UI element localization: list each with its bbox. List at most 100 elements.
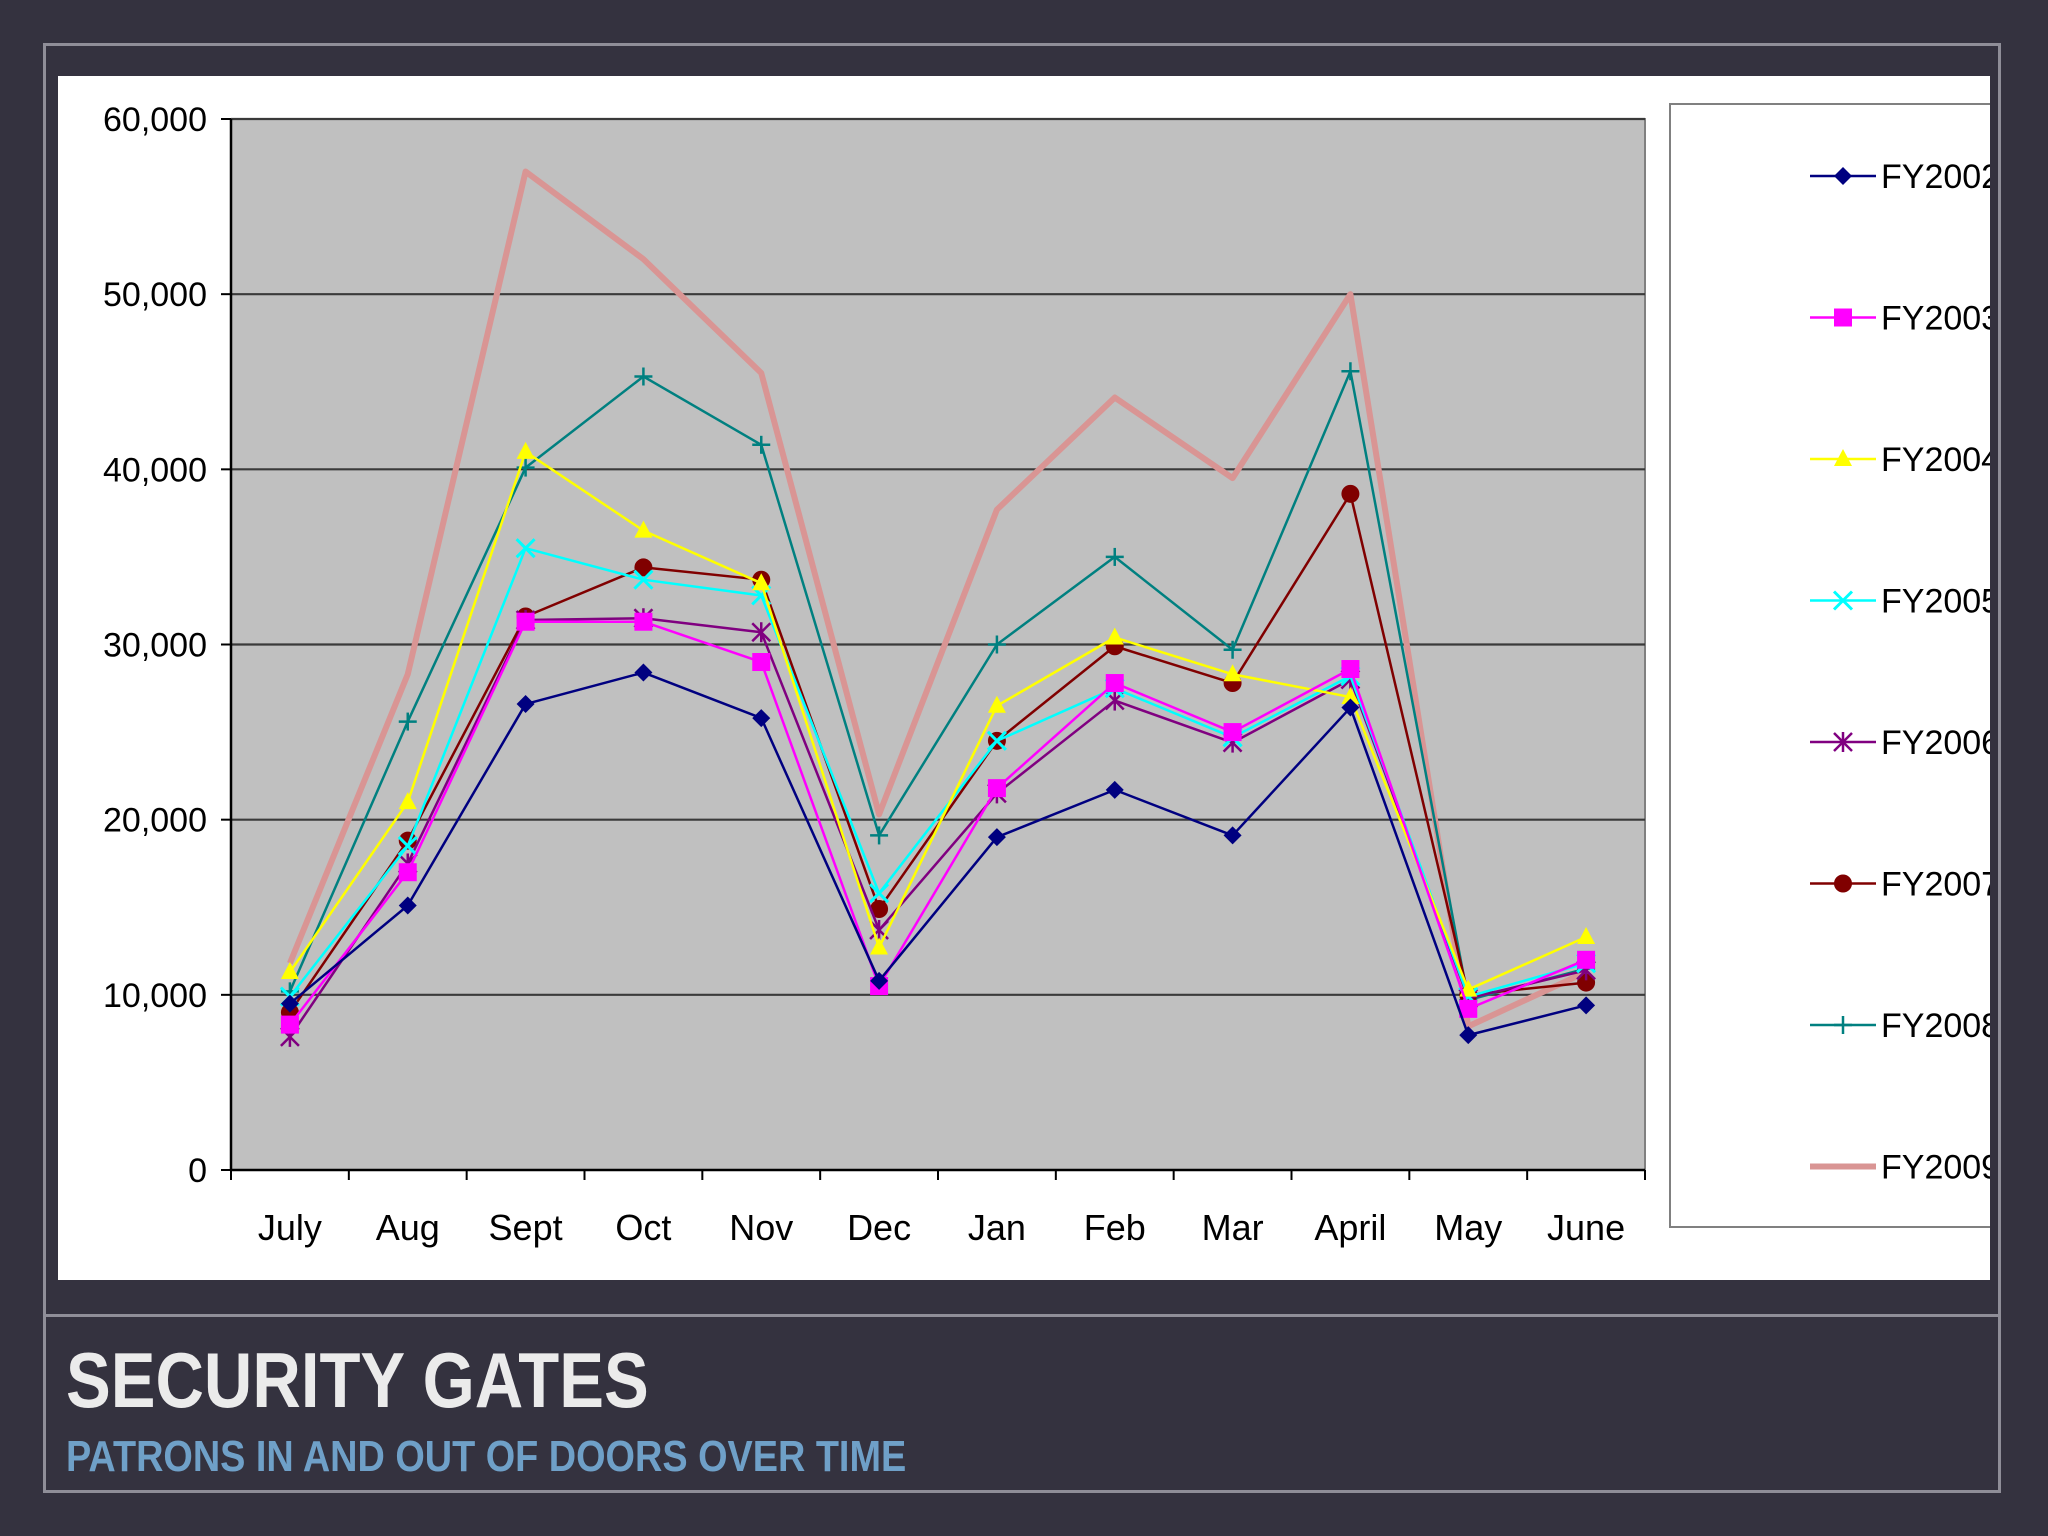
data-point (870, 971, 889, 990)
data-point (634, 612, 653, 631)
y-tick-label: 10,000 (103, 977, 207, 1015)
series-lines (279, 168, 1597, 1047)
data-point (1577, 950, 1596, 969)
legend: FY2002 FY2003 FY2004 FY2005 FY2006 FY2007 FY20… (1810, 158, 2000, 1187)
series-fy2002 (280, 663, 1596, 1045)
data-point (1341, 362, 1360, 381)
data-point (1834, 449, 1852, 466)
legend-entry: FY2005 (1810, 583, 2000, 621)
data-point (1834, 1016, 1852, 1034)
legend-entry: FY2003 (1810, 300, 2000, 338)
data-point (1223, 640, 1242, 659)
data-point (870, 937, 889, 955)
legend-label: FY2006 (1881, 724, 1990, 762)
data-point (1223, 723, 1242, 742)
data-point (634, 367, 653, 386)
x-tick-label: April (1314, 1207, 1386, 1248)
data-point (633, 569, 654, 590)
x-tick-label: Jan (968, 1207, 1026, 1248)
data-point (1105, 547, 1124, 566)
data-point (1833, 732, 1853, 752)
y-tick-label: 20,000 (103, 802, 207, 840)
data-point (751, 622, 772, 643)
data-point (870, 900, 889, 919)
data-point (515, 538, 536, 559)
data-point (634, 520, 653, 538)
legend-label: FY2004 (1881, 441, 1990, 479)
x-tick-label: Sept (489, 1207, 563, 1248)
y-tick-label: 30,000 (103, 627, 207, 665)
line-chart: 0 10,000 20,000 30,000 40,000 50,000 60,000 Ju… (103, 101, 2011, 1248)
data-point (987, 695, 1006, 713)
data-point (1834, 308, 1852, 327)
data-point (1223, 826, 1242, 845)
series-line (288, 620, 1587, 1026)
data-point (1459, 1026, 1478, 1045)
axes (221, 118, 1646, 1180)
data-point (752, 435, 771, 454)
data-point (634, 558, 653, 577)
x-tick-label: Dec (847, 1207, 911, 1248)
data-point (752, 709, 771, 728)
x-tick-label: Oct (615, 1207, 671, 1248)
legend-entry: FY2007 (1810, 866, 2000, 904)
data-point (1341, 687, 1360, 705)
caption-divider (43, 1314, 2001, 1317)
data-point (1832, 590, 1854, 611)
x-tick-label: May (1434, 1207, 1502, 1248)
data-point (1834, 874, 1852, 893)
data-point (1341, 660, 1360, 679)
legend-label: FY2003 (1881, 300, 1990, 338)
data-point (752, 653, 771, 672)
data-point (397, 835, 418, 857)
data-point (280, 1015, 299, 1034)
data-point (869, 883, 890, 904)
y-tick-labels: 0 10,000 20,000 30,000 40,000 50,000 60,000 (103, 101, 207, 1190)
x-tick-label: Nov (729, 1207, 793, 1248)
series-line (287, 168, 1588, 1030)
legend-entry: FY2002 (1810, 158, 2000, 196)
legend-label: FY2002 (1881, 158, 1990, 196)
y-tick-label: 0 (188, 1152, 207, 1190)
data-point (516, 612, 535, 631)
legend-label: FY2009 (1881, 1149, 1990, 1187)
data-point (398, 863, 417, 882)
slide-frame (43, 43, 2001, 1493)
x-tick-label: Mar (1202, 1207, 1264, 1248)
data-point (634, 663, 653, 682)
legend-entry: FY2004 (1810, 441, 2000, 479)
y-tick-label: 40,000 (103, 451, 207, 489)
legend-box (1669, 103, 2011, 1228)
data-point (280, 994, 299, 1013)
y-tick-label: 60,000 (103, 101, 207, 139)
data-point (398, 792, 417, 810)
data-point (1341, 484, 1360, 503)
series-fy2003 (280, 612, 1596, 1034)
data-point (1105, 780, 1124, 799)
legend-entry: FY2008 (1810, 1007, 2000, 1045)
series-fy2009 (287, 168, 1588, 1030)
data-point (1341, 698, 1360, 717)
data-point (1577, 927, 1596, 945)
data-point (1459, 999, 1478, 1018)
y-tick-label: 50,000 (103, 276, 207, 314)
data-point (1223, 664, 1242, 682)
data-point (987, 779, 1006, 798)
data-point (987, 828, 1006, 847)
data-point (398, 896, 417, 915)
chart-panel: 0 10,000 20,000 30,000 40,000 50,000 60,000 Ju… (58, 76, 2011, 1280)
series-fy2004 (280, 441, 1596, 997)
data-point (1105, 627, 1124, 645)
data-point (870, 826, 889, 845)
data-point (987, 635, 1006, 654)
data-point (752, 573, 771, 591)
data-point (516, 441, 535, 459)
legend-label: FY2008 (1881, 1007, 1990, 1045)
data-point (1105, 674, 1124, 693)
x-tick-label: Aug (376, 1207, 440, 1248)
series-line (289, 671, 1587, 1037)
legend-label: FY2007 (1881, 866, 1990, 904)
slide-subtitle: PATRONS IN AND OUT OF DOORS OVER TIME (66, 1432, 907, 1481)
series-line (288, 450, 1587, 991)
x-tick-label: Feb (1084, 1207, 1146, 1248)
